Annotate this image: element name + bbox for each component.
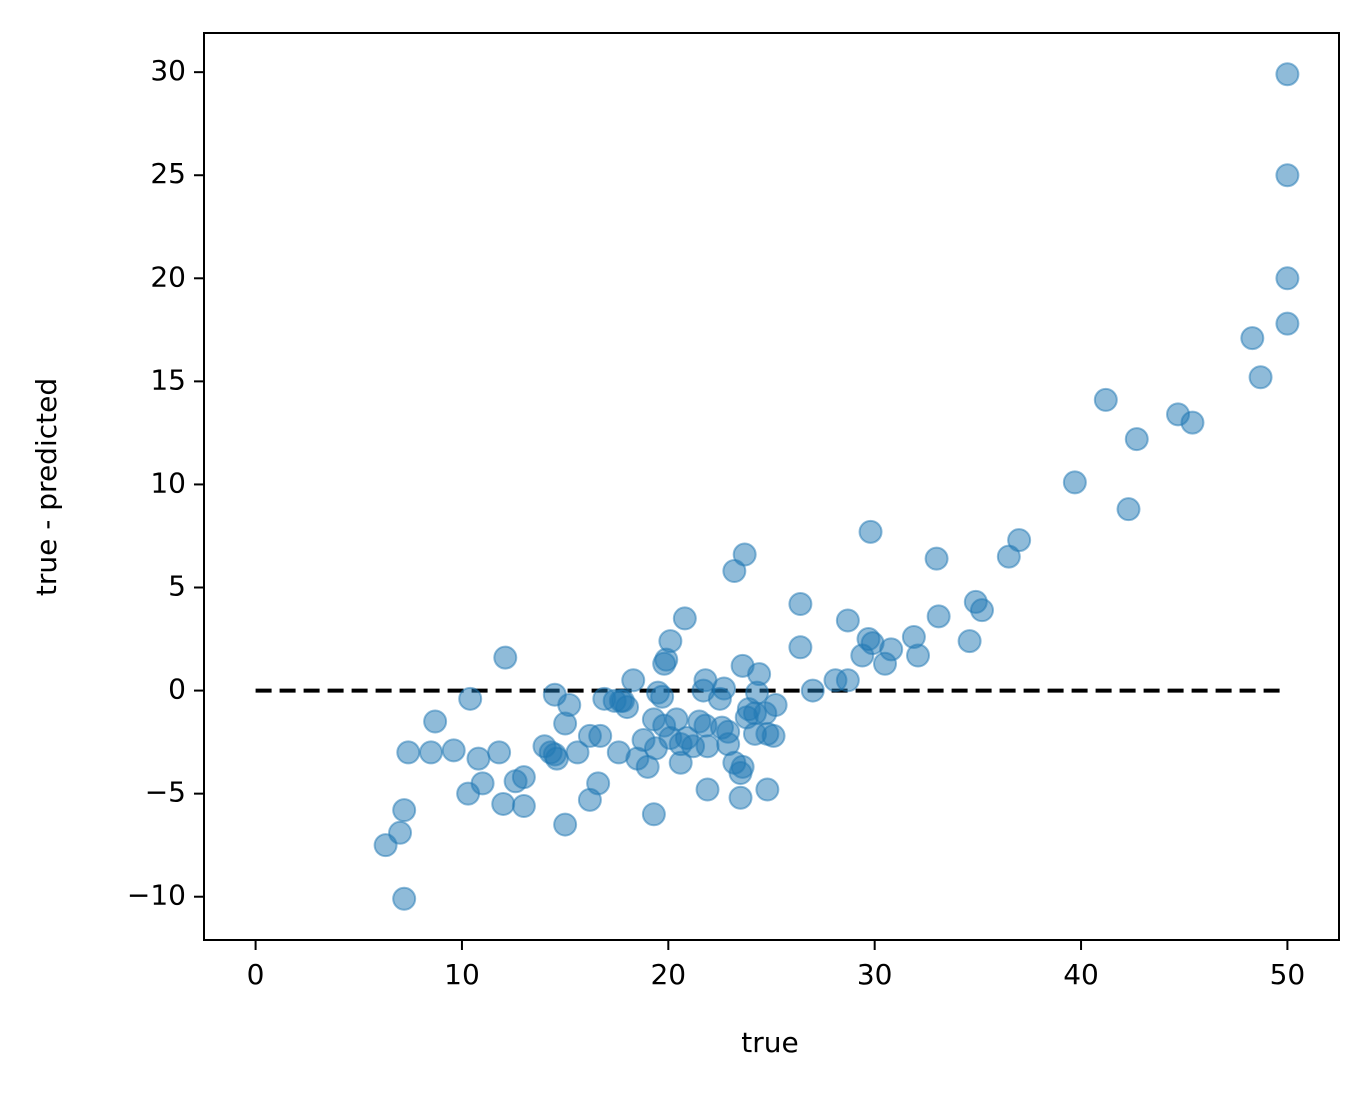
point bbox=[1116, 497, 1141, 522]
point bbox=[728, 785, 753, 810]
point bbox=[588, 723, 613, 748]
x-axis-label: true bbox=[741, 1026, 798, 1059]
x-tick-label: 0 bbox=[247, 958, 265, 991]
y-tick-label: −5 bbox=[145, 776, 186, 809]
point bbox=[1093, 387, 1118, 412]
y-tick-label: 15 bbox=[150, 363, 186, 396]
point bbox=[695, 734, 720, 759]
point bbox=[996, 544, 1021, 569]
point bbox=[924, 546, 949, 571]
point bbox=[835, 608, 860, 633]
point bbox=[621, 668, 646, 693]
point bbox=[441, 738, 466, 763]
point bbox=[615, 695, 640, 720]
point bbox=[396, 740, 421, 765]
point bbox=[873, 651, 897, 676]
x-tick-label: 10 bbox=[444, 958, 480, 991]
point bbox=[577, 787, 602, 812]
point bbox=[553, 711, 578, 736]
point bbox=[565, 740, 590, 765]
point bbox=[695, 777, 720, 802]
point bbox=[392, 886, 417, 911]
point bbox=[1240, 326, 1265, 351]
point bbox=[1248, 365, 1273, 390]
point bbox=[503, 769, 528, 794]
point bbox=[1275, 62, 1300, 87]
y-tick-label: 25 bbox=[150, 157, 186, 190]
point bbox=[493, 645, 518, 670]
x-tick-label: 20 bbox=[650, 958, 686, 991]
point bbox=[858, 519, 883, 544]
point bbox=[1124, 427, 1149, 452]
y-tick-label: 0 bbox=[168, 673, 186, 706]
point bbox=[800, 678, 825, 703]
y-tick-label: 20 bbox=[150, 260, 186, 293]
point bbox=[487, 740, 512, 765]
point bbox=[419, 740, 443, 765]
point bbox=[707, 686, 732, 711]
point bbox=[1275, 163, 1300, 188]
point bbox=[650, 684, 675, 709]
y-tick-label: −10 bbox=[127, 879, 186, 912]
point bbox=[672, 606, 697, 631]
y-tick-label: 30 bbox=[150, 54, 186, 87]
point bbox=[456, 781, 481, 806]
point bbox=[906, 643, 931, 668]
x-tick-label: 40 bbox=[1063, 958, 1099, 991]
point bbox=[654, 647, 679, 672]
point bbox=[511, 794, 536, 819]
point bbox=[1275, 266, 1300, 291]
point bbox=[728, 761, 753, 786]
point bbox=[850, 643, 875, 668]
point bbox=[458, 686, 483, 711]
y-tick-label: 5 bbox=[168, 570, 186, 603]
point bbox=[835, 668, 860, 693]
point bbox=[466, 746, 491, 771]
x-tick-label: 30 bbox=[857, 958, 893, 991]
point bbox=[926, 604, 951, 629]
point bbox=[1062, 470, 1087, 495]
point bbox=[1275, 311, 1300, 336]
point bbox=[722, 559, 747, 584]
point bbox=[788, 591, 813, 616]
point bbox=[641, 802, 666, 827]
point bbox=[373, 833, 398, 858]
point bbox=[788, 635, 813, 660]
point bbox=[544, 746, 569, 771]
plot-frame bbox=[203, 32, 1340, 941]
y-tick-label: 10 bbox=[150, 466, 186, 499]
point bbox=[1180, 410, 1205, 435]
x-tick-label: 50 bbox=[1270, 958, 1306, 991]
point bbox=[392, 798, 417, 823]
point bbox=[969, 598, 994, 623]
point bbox=[668, 750, 693, 775]
point bbox=[423, 709, 448, 734]
point bbox=[957, 629, 982, 654]
point bbox=[553, 812, 578, 837]
point bbox=[761, 723, 786, 748]
point bbox=[635, 754, 660, 779]
point bbox=[755, 777, 780, 802]
point bbox=[491, 791, 516, 816]
y-axis-label: true - predicted bbox=[30, 378, 63, 596]
